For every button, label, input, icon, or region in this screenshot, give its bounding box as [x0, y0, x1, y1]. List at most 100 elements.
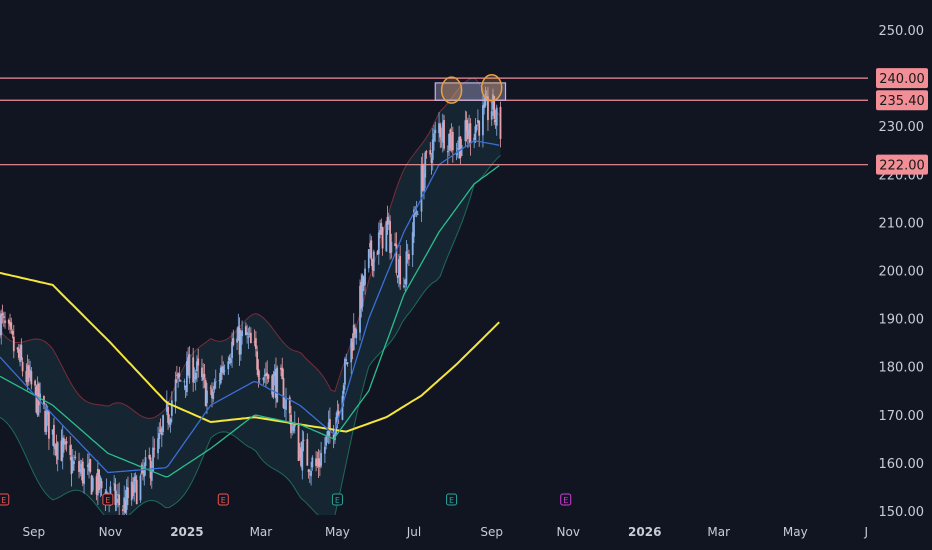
candle-body — [56, 442, 59, 460]
candle-body — [183, 381, 186, 383]
candle-body — [490, 111, 493, 120]
candle-body — [130, 481, 133, 501]
candle-body — [132, 484, 134, 496]
candle-body — [487, 96, 489, 121]
candle-body — [345, 359, 348, 361]
candle-body — [449, 129, 452, 149]
candle-body — [71, 460, 74, 471]
candle-body — [159, 429, 162, 432]
candle-body — [282, 377, 285, 408]
candle-body — [74, 456, 77, 458]
resistance-zone-box[interactable] — [434, 82, 507, 101]
moving-average-line-1 — [0, 271, 500, 433]
level-price-label-bg — [876, 90, 928, 111]
candle-body — [91, 477, 94, 491]
candle-body — [83, 468, 85, 484]
candle-body — [404, 279, 407, 284]
candle-body — [399, 255, 402, 285]
candle-body — [37, 383, 40, 406]
earnings-marker[interactable] — [446, 493, 458, 506]
candle-body — [98, 469, 100, 491]
candle-body — [450, 135, 453, 151]
candle-body — [385, 221, 388, 252]
candle-body — [142, 469, 144, 474]
moving-averages — [0, 139, 500, 478]
candle-body — [162, 415, 164, 432]
candle-body — [473, 137, 476, 142]
candle-body — [241, 330, 243, 337]
candle-body — [318, 461, 321, 468]
earnings-marker[interactable] — [102, 493, 114, 506]
y-tick-label: 190.00 — [879, 313, 925, 328]
earnings-marker[interactable] — [331, 493, 343, 506]
candle-body — [346, 362, 349, 364]
candle-body — [187, 357, 190, 376]
candle-body — [376, 251, 379, 255]
candle-body — [188, 354, 191, 379]
candle-body — [394, 243, 397, 247]
candle-body — [301, 441, 304, 471]
earnings-marker-label: E — [449, 496, 454, 505]
candle-body — [431, 139, 434, 160]
earnings-marker-label: E — [335, 496, 340, 505]
candle-body — [124, 499, 127, 513]
candle-body — [443, 119, 445, 149]
candle-body — [434, 129, 437, 134]
candle-body — [258, 378, 261, 380]
candle-body — [246, 332, 249, 335]
candle-body — [39, 393, 42, 402]
candle-body — [465, 120, 468, 132]
candle-body — [12, 336, 15, 352]
candle-body — [203, 374, 206, 378]
candle-body — [416, 213, 419, 215]
level-price-label: 235.40 — [879, 94, 925, 109]
candle-body — [118, 494, 121, 506]
candle-body — [283, 406, 286, 409]
candle-body — [403, 285, 405, 288]
candle-body — [310, 470, 312, 477]
candle-body — [26, 365, 29, 383]
candle-body — [262, 377, 265, 381]
bollinger-lower-line — [0, 154, 501, 523]
candle-body — [248, 333, 251, 335]
candle-body — [238, 328, 241, 355]
candle-body — [350, 338, 353, 363]
candle-body — [122, 509, 124, 511]
earnings-marker[interactable] — [0, 493, 10, 506]
candle-body — [469, 123, 472, 144]
circled-high[interactable] — [480, 73, 503, 102]
candle-body — [206, 390, 208, 404]
candle-body — [45, 412, 48, 432]
candle-body — [482, 105, 484, 136]
candle-body — [165, 402, 168, 412]
horizontal-levels[interactable] — [0, 77, 868, 166]
candle-body — [25, 370, 28, 382]
candle-body — [266, 372, 269, 376]
earnings-marker[interactable] — [217, 493, 229, 506]
candle-body — [21, 361, 24, 372]
candle-body — [494, 120, 497, 123]
annotations[interactable] — [434, 73, 507, 104]
circled-high[interactable] — [440, 76, 463, 104]
candle-body — [362, 277, 365, 287]
candle-body — [115, 498, 118, 503]
candle-body — [160, 427, 163, 436]
y-tick-label: 150.00 — [879, 505, 925, 520]
earnings-marker-label: E — [221, 496, 226, 505]
candle-body — [194, 372, 197, 380]
candle-body — [380, 223, 383, 235]
candle-body — [244, 326, 247, 336]
earnings-marker[interactable] — [560, 493, 572, 506]
candle-body — [320, 453, 323, 466]
y-tick-label: 250.00 — [879, 24, 925, 39]
candle-body — [30, 371, 33, 385]
candle-body — [352, 324, 355, 350]
candle-body — [113, 483, 116, 485]
candle-body — [477, 119, 479, 123]
y-tick-label: 210.00 — [879, 216, 925, 231]
candle-body — [214, 381, 217, 383]
x-tick-label: Nov — [557, 525, 580, 539]
candle-body — [144, 457, 147, 467]
